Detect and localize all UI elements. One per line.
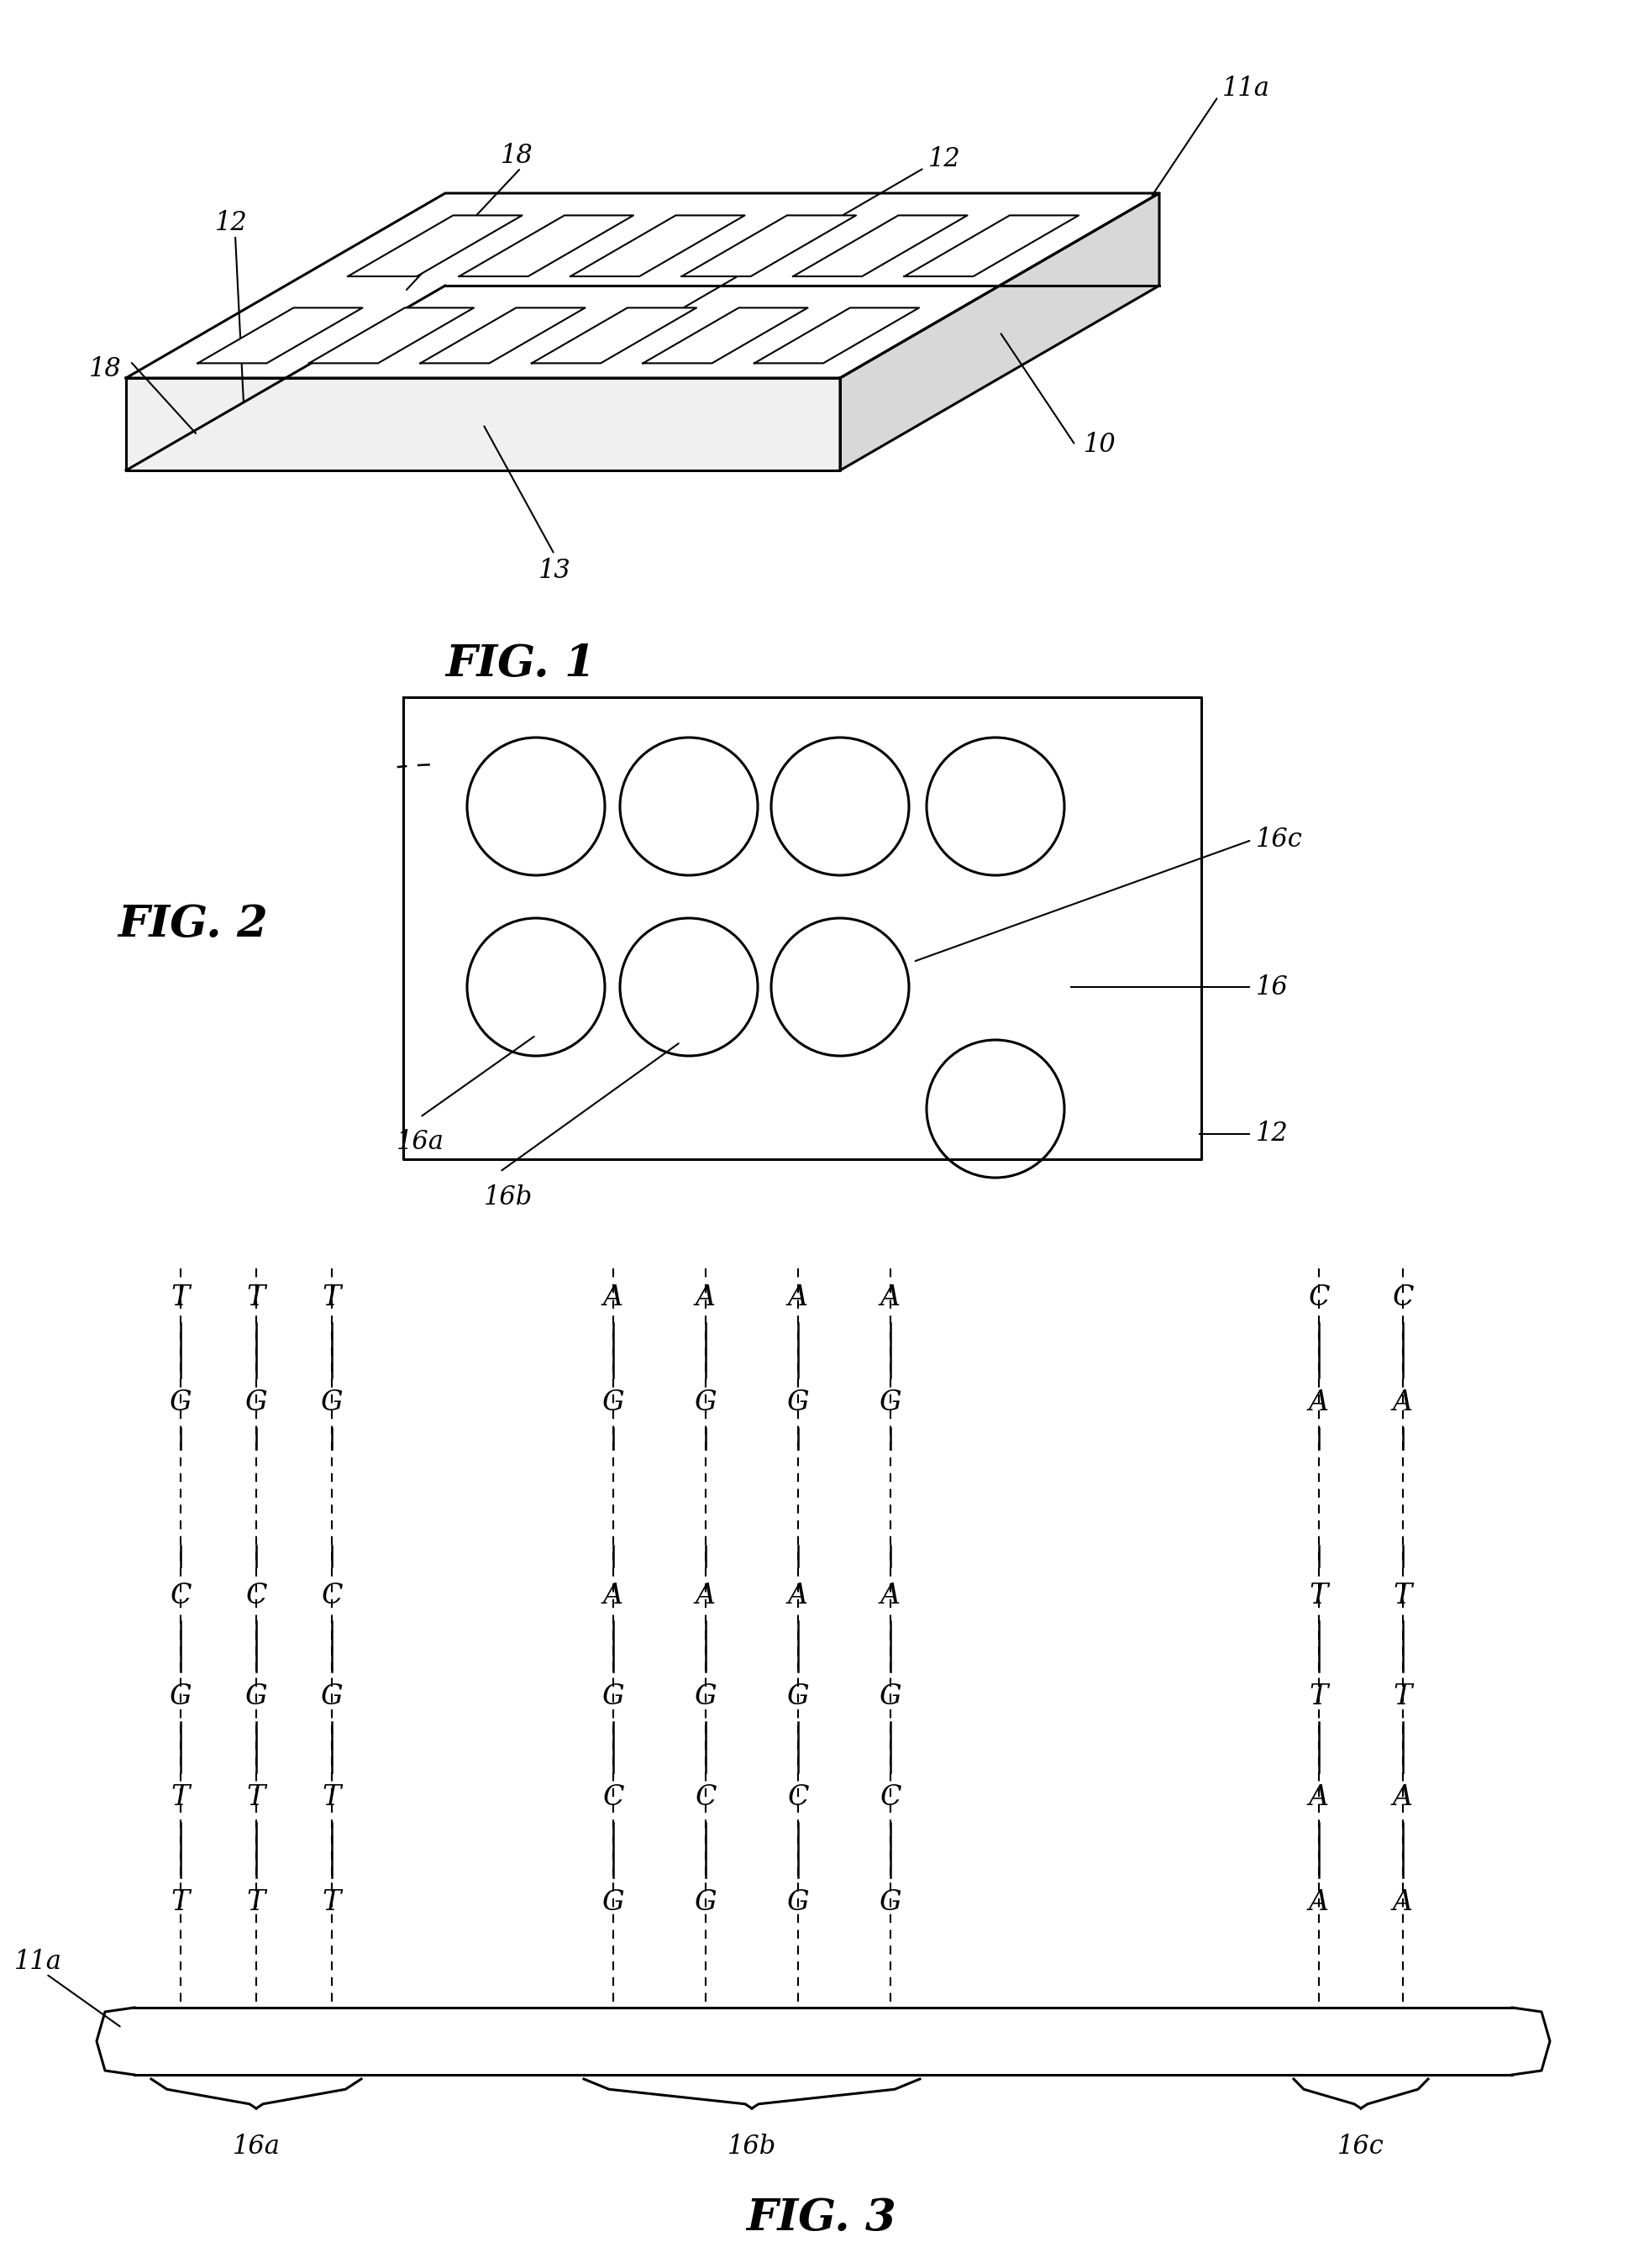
Text: G: G	[321, 1390, 344, 1415]
Text: A: A	[1392, 1785, 1414, 1812]
Polygon shape	[421, 308, 585, 363]
Text: G: G	[169, 1390, 192, 1415]
Text: A: A	[1392, 1390, 1414, 1415]
Text: A: A	[695, 1284, 715, 1311]
Text: G: G	[321, 1683, 344, 1710]
Text: G: G	[787, 1889, 809, 1916]
Text: G: G	[694, 1390, 717, 1415]
Text: 16a: 16a	[232, 2134, 279, 2159]
Text: G: G	[787, 1390, 809, 1415]
Text: T: T	[171, 1785, 191, 1812]
Text: A: A	[1309, 1390, 1328, 1415]
Polygon shape	[127, 379, 840, 469]
Polygon shape	[197, 308, 363, 363]
Text: C: C	[1309, 1284, 1330, 1311]
Text: 12: 12	[215, 209, 247, 236]
Text: T: T	[322, 1785, 342, 1812]
Text: 16c: 16c	[1338, 2134, 1384, 2159]
Text: 13: 13	[538, 558, 570, 585]
Text: A: A	[880, 1583, 901, 1610]
Text: 12: 12	[1256, 1120, 1289, 1148]
Text: A: A	[880, 1284, 901, 1311]
Text: T: T	[247, 1284, 266, 1311]
Text: T: T	[322, 1284, 342, 1311]
Text: A: A	[787, 1284, 809, 1311]
Text: T: T	[171, 1284, 191, 1311]
Text: G: G	[694, 1889, 717, 1916]
Text: G: G	[602, 1889, 625, 1916]
Polygon shape	[682, 215, 857, 277]
Text: 16: 16	[1256, 973, 1289, 1000]
Text: T: T	[171, 1889, 191, 1916]
Text: G: G	[880, 1683, 901, 1710]
Text: C: C	[695, 1785, 717, 1812]
Polygon shape	[643, 308, 807, 363]
Text: C: C	[787, 1785, 809, 1812]
Text: 10: 10	[1083, 433, 1116, 458]
Text: 16b: 16b	[727, 2134, 776, 2159]
Text: 18: 18	[89, 356, 122, 383]
Polygon shape	[459, 215, 633, 277]
Polygon shape	[349, 215, 523, 277]
Text: T: T	[322, 1889, 342, 1916]
Text: C: C	[321, 1583, 342, 1610]
Text: A: A	[695, 1583, 715, 1610]
Text: T: T	[247, 1785, 266, 1812]
Text: G: G	[787, 1683, 809, 1710]
Polygon shape	[840, 193, 1159, 469]
Text: G: G	[602, 1683, 625, 1710]
Text: A: A	[603, 1583, 623, 1610]
Text: 18: 18	[500, 143, 533, 168]
Text: T: T	[1310, 1683, 1328, 1710]
Text: A: A	[1309, 1785, 1328, 1812]
Text: C: C	[880, 1785, 901, 1812]
Text: C: C	[245, 1583, 266, 1610]
Text: 11a: 11a	[13, 1948, 62, 1975]
Text: FIG. 1: FIG. 1	[446, 642, 595, 685]
Text: 16c: 16c	[1256, 828, 1302, 853]
Text: A: A	[603, 1284, 623, 1311]
Polygon shape	[792, 215, 967, 277]
Text: FIG. 2: FIG. 2	[118, 903, 268, 946]
Text: 16a: 16a	[396, 1129, 444, 1154]
Polygon shape	[403, 696, 1202, 1159]
Text: C: C	[169, 1583, 191, 1610]
Text: G: G	[880, 1390, 901, 1415]
Polygon shape	[570, 215, 745, 277]
Text: G: G	[694, 1683, 717, 1710]
Polygon shape	[755, 308, 919, 363]
Text: G: G	[602, 1390, 625, 1415]
Text: C: C	[603, 1785, 625, 1812]
Polygon shape	[531, 308, 697, 363]
Text: G: G	[245, 1390, 268, 1415]
Text: G: G	[169, 1683, 192, 1710]
Text: T: T	[1394, 1683, 1412, 1710]
Text: 12: 12	[929, 147, 960, 172]
Text: T: T	[247, 1889, 266, 1916]
Text: 11a: 11a	[1221, 75, 1271, 102]
Polygon shape	[135, 2007, 1512, 2075]
Text: 16b: 16b	[483, 1184, 533, 1211]
Text: G: G	[880, 1889, 901, 1916]
Text: A: A	[787, 1583, 809, 1610]
Text: A: A	[1392, 1889, 1414, 1916]
Polygon shape	[309, 308, 473, 363]
Text: FIG. 3: FIG. 3	[746, 2195, 896, 2239]
Text: T: T	[1394, 1583, 1412, 1610]
Text: T: T	[1310, 1583, 1328, 1610]
Text: G: G	[245, 1683, 268, 1710]
Text: C: C	[1392, 1284, 1414, 1311]
Polygon shape	[127, 193, 1159, 379]
Polygon shape	[904, 215, 1078, 277]
Text: A: A	[1309, 1889, 1328, 1916]
